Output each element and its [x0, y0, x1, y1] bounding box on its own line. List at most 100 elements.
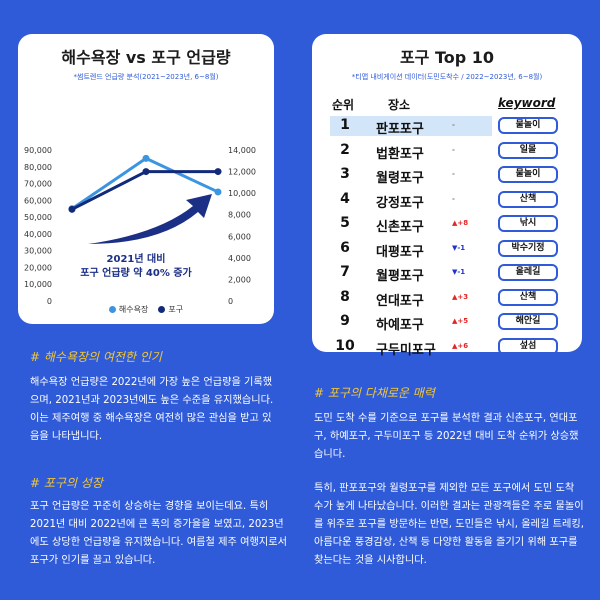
row-highlight [330, 116, 492, 136]
row-rank: 6 [340, 239, 350, 256]
row-keyword-badge: 낚시 [498, 215, 558, 232]
right-tick-label: 12,000 [228, 168, 256, 177]
row-change: - [452, 195, 455, 203]
table-row: 10 구두미포구 ▲+6 섶섬 [312, 335, 582, 360]
table-row: 2 법환포구 - 일몰 [312, 139, 582, 164]
row-rank: 9 [340, 313, 350, 329]
row-change: ▲+5 [452, 317, 468, 325]
top10-header: 순위 장소 keyword [312, 96, 582, 114]
left-tick-label: 0 [47, 297, 52, 304]
legend-item-port: 포구 [158, 304, 183, 315]
row-place: 월령포구 [376, 171, 424, 186]
row-place: 월평포구 [376, 269, 424, 284]
table-row: 3 월령포구 - 물놀이 [312, 163, 582, 188]
row-keyword-badge: 올레길 [498, 264, 558, 281]
chart-subtitle: *썸트렌드 언급량 분석(2021~2023년, 6~8월) [73, 73, 219, 81]
right-tick-label: 14,000 [228, 146, 256, 155]
row-change-value: +5 [457, 317, 469, 325]
left-tick-label: 30,000 [24, 247, 52, 256]
section-body-port-charm-1: 도민 도착 수를 기준으로 포구를 분석한 결과 신촌포구, 연대포구, 하예포… [314, 413, 579, 460]
row-keyword-badge: 일몰 [498, 141, 558, 159]
section-heading-port-charm: # 포구의 다채로운 매력 [314, 386, 435, 400]
table-row: 9 하예포구 ▲+5 해안길 [312, 310, 582, 335]
row-change: ▼-1 [452, 268, 465, 276]
right-tick-label: 2,000 [228, 275, 251, 284]
row-change-value: - [452, 121, 455, 129]
row-change: - [452, 170, 455, 178]
left-tick-label: 60,000 [24, 196, 52, 205]
row-rank: 3 [340, 166, 350, 182]
row-keyword-badge: 물놀이 [498, 117, 558, 134]
chart-legend: 해수욕장 포구 [18, 304, 274, 315]
row-place: 판포포구 [376, 122, 424, 137]
right-tick-label: 6,000 [228, 232, 251, 241]
row-keyword-badge: 해안길 [498, 313, 558, 330]
annotation-line1: 2021년 대비 [107, 252, 166, 265]
left-tick-label: 90,000 [24, 146, 52, 155]
data-point-port [142, 168, 150, 176]
table-row: 8 연대포구 ▲+3 산책 [312, 286, 582, 311]
row-change: ▼-1 [452, 244, 465, 252]
row-keyword-badge: 산책 [498, 190, 558, 208]
chart-title: 해수욕장 vs 포구 언급량 [61, 48, 231, 67]
row-change-arrow: ▲ [452, 341, 458, 350]
legend-label-port: 포구 [168, 305, 184, 314]
row-change-value: -1 [457, 243, 466, 252]
row-keyword-badge: 물놀이 [498, 166, 558, 183]
legend-dot-port [158, 306, 166, 313]
header-place: 장소 [388, 98, 411, 112]
row-change-value: +3 [457, 292, 469, 301]
header-keyword: keyword [498, 96, 556, 110]
row-rank: 8 [340, 288, 350, 305]
row-change: - [452, 121, 455, 129]
table-row: 4 강정포구 - 산책 [312, 188, 582, 213]
table-row: 1 판포포구 - 물놀이 [312, 114, 582, 139]
right-tick-label: 0 [228, 297, 233, 304]
left-tick-label: 20,000 [24, 263, 52, 272]
table-row: 7 월평포구 ▼-1 올레길 [312, 261, 582, 286]
row-change-arrow: ▼ [452, 268, 458, 276]
data-point-port [68, 205, 76, 213]
row-place: 신촌포구 [376, 220, 424, 235]
row-rank: 4 [340, 190, 350, 207]
legend-label-beach: 해수욕장 [118, 305, 149, 314]
row-change: ▲+6 [452, 342, 468, 350]
row-keyword-badge: 산책 [498, 288, 558, 306]
left-tick-label: 10,000 [24, 280, 52, 289]
row-change-arrow: ▲ [452, 292, 458, 301]
top10-title: 포구 Top 10 [399, 48, 495, 67]
right-tick-label: 4,000 [228, 254, 251, 263]
row-rank: 5 [340, 215, 350, 231]
table-row: 6 대평포구 ▼-1 박수기정 [312, 237, 582, 262]
row-place: 연대포구 [376, 293, 424, 309]
trend-arrow [88, 194, 212, 244]
section-heading-port-growth: # 포구의 성장 [30, 476, 103, 490]
row-keyword-badge: 섶섬 [498, 337, 558, 355]
row-change: - [452, 146, 455, 154]
left-tick-label: 40,000 [24, 230, 52, 239]
row-keyword-badge: 박수기정 [498, 239, 558, 257]
header-rank: 순위 [332, 98, 355, 112]
row-change-value: - [452, 145, 455, 154]
row-change-value: - [452, 194, 455, 203]
row-rank: 7 [340, 264, 350, 280]
top10-subtitle: *티맵 내비게이션 데이터(도민도착수 / 2022~2023년, 6~8월) [351, 73, 543, 81]
left-tick-label: 70,000 [24, 180, 52, 189]
left-tick-label: 80,000 [24, 163, 52, 172]
data-point-port [214, 168, 222, 176]
section-body-port-growth: 포구 언급량은 꾸준히 상승하는 경향을 보이는데요. 특히 2021년 대비 … [30, 501, 287, 566]
row-change-value: - [452, 170, 455, 178]
row-change: ▲+3 [452, 293, 468, 301]
legend-dot-beach [108, 306, 116, 313]
row-change: ▲+8 [452, 219, 468, 227]
row-place: 하예포구 [376, 318, 424, 333]
left-tick-label: 50,000 [24, 213, 52, 222]
section-heading-beach: # 해수욕장의 여전한 인기 [30, 350, 162, 364]
row-change-value: -1 [457, 268, 466, 276]
row-place: 대평포구 [376, 244, 424, 260]
row-change-value: +8 [457, 219, 469, 227]
row-change-value: +6 [457, 341, 469, 350]
top10-rows: 1 판포포구 - 물놀이 2 법환포구 - 일몰 3 월령포구 - 물놀이 4 강정포구 - 산책 5 신촌포구 ▲… [312, 114, 582, 359]
row-change-arrow: ▼ [452, 243, 458, 252]
section-body-beach: 해수욕장 언급량은 2022년에 가장 높은 언급량을 기록했으며, 2021년… [30, 377, 274, 442]
